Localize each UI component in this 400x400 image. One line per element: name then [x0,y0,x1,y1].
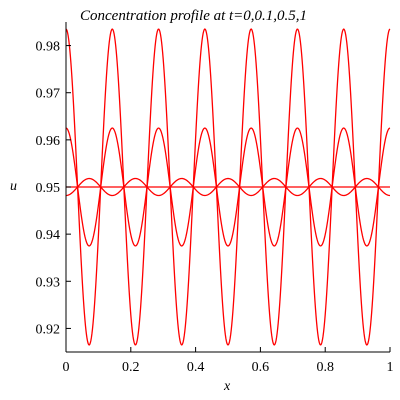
x-tick-label: 0.4 [187,360,205,375]
chart-title: Concentration profile at t=0,0.1,0.5,1 [80,8,307,24]
series-line-1 [65,28,391,346]
x-axis-label: x [223,379,231,394]
series-line-3 [65,177,391,197]
x-ticks: 0 0.2 0.4 0.6 0.8 1 [63,347,394,375]
series-line-2 [65,127,391,247]
x-tick-label: 0.2 [122,360,140,375]
x-tick-label: 0 [63,360,70,375]
y-tick-label: 0.96 [36,134,61,149]
y-tick-label: 0.94 [36,228,61,243]
series-layer [65,28,391,346]
x-tick-label: 0.8 [316,360,334,375]
y-tick-label: 0.97 [36,87,61,102]
x-tick-label: 0.6 [252,360,270,375]
y-tick-label: 0.92 [36,322,61,337]
y-tick-label: 0.95 [36,181,61,196]
y-tick-label: 0.93 [36,275,61,290]
y-axis-label: u [10,179,17,194]
y-ticks: 0.92 0.93 0.94 0.95 0.96 0.97 0.98 [36,40,71,337]
y-tick-label: 0.98 [36,40,61,55]
x-tick-label: 1 [387,360,394,375]
